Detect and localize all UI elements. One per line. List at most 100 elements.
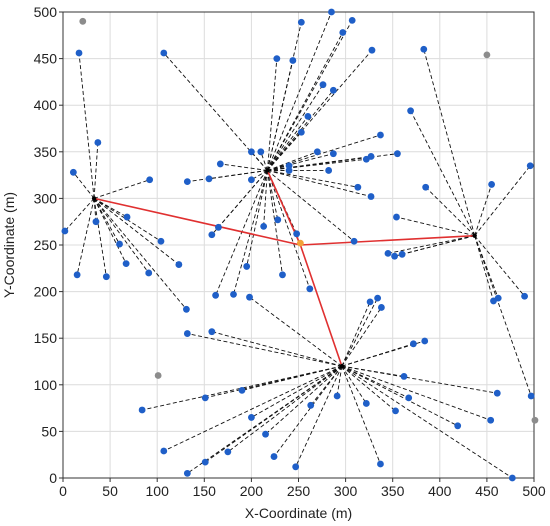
x-tick-label: 150 [193, 483, 217, 499]
sensor-node [351, 238, 358, 245]
member-link [342, 298, 378, 366]
sensor-node [61, 228, 68, 235]
backbone-link [300, 236, 474, 245]
sensor-node [274, 216, 281, 223]
sensor-node [330, 150, 337, 157]
sensor-node [422, 184, 429, 191]
member-link [251, 366, 341, 417]
sensor-node [184, 178, 191, 185]
sensor-node [394, 150, 401, 157]
sensor-node [292, 463, 299, 470]
sensor-node [367, 298, 374, 305]
member-link [220, 164, 267, 171]
member-link [250, 297, 342, 366]
member-link [426, 187, 475, 235]
sensor-node [320, 81, 327, 88]
y-tick-label: 300 [34, 190, 58, 206]
sensor-node [260, 223, 267, 230]
sensor-node [257, 148, 264, 155]
y-tick-label: 450 [34, 51, 58, 67]
backbone-link [300, 245, 341, 366]
sensor-node [230, 291, 237, 298]
sensor-node [224, 449, 231, 456]
member-link [267, 170, 357, 187]
sensor-node [349, 17, 356, 24]
sensor-node [385, 250, 392, 257]
member-link [234, 170, 268, 294]
sensor-node [202, 459, 209, 466]
sensor-node [509, 475, 516, 482]
sensor-node [401, 373, 408, 380]
sensor-node [70, 169, 77, 176]
sensor-node [208, 328, 215, 335]
sensor-node [378, 304, 385, 311]
member-link [342, 366, 497, 393]
x-tick-label: 50 [102, 483, 118, 499]
sensor-node [421, 338, 428, 345]
sensor-node [420, 46, 427, 53]
sensor-node [298, 19, 305, 26]
cluster-head [472, 233, 476, 237]
sensor-node [215, 224, 222, 231]
sensor-node [306, 285, 313, 292]
sensor-node [208, 231, 215, 238]
member-link [242, 366, 342, 390]
member-link [475, 184, 492, 235]
sensor-node [246, 294, 253, 301]
y-axis-label: Y-Coordinate (m) [1, 192, 17, 298]
sensor-node [94, 139, 101, 146]
sensor-node [487, 417, 494, 424]
member-link [411, 111, 475, 236]
sensor-node [145, 270, 152, 277]
sensor-node [407, 107, 414, 114]
y-tick-label: 250 [34, 237, 58, 253]
y-tick-label: 400 [34, 97, 58, 113]
sensor-node [183, 306, 190, 313]
sensor-node [368, 193, 375, 200]
member-link [216, 170, 268, 295]
sensor-node [206, 175, 213, 182]
member-link [187, 170, 267, 181]
sensor-node [528, 393, 535, 400]
sensor-node [354, 184, 361, 191]
sensor-node [93, 218, 100, 225]
y-tick-label: 200 [34, 284, 58, 300]
x-tick-label: 500 [522, 483, 546, 499]
member-link [77, 198, 94, 274]
member-link [228, 366, 342, 452]
sensor-node [399, 251, 406, 258]
sensor-node [298, 129, 305, 136]
sensor-node [328, 9, 335, 16]
sensor-node [377, 132, 384, 139]
sensor-node [369, 47, 376, 54]
inactive-node [79, 18, 86, 25]
x-tick-label: 400 [428, 483, 452, 499]
sensor-node [334, 393, 341, 400]
x-tick-label: 450 [475, 483, 499, 499]
sink-node [297, 240, 304, 247]
inactive-node [484, 51, 491, 58]
sensor-node [248, 148, 255, 155]
sensor-node [314, 148, 321, 155]
member-link [267, 170, 354, 241]
member-link [266, 366, 342, 434]
x-tick-label: 100 [146, 483, 170, 499]
member-link [205, 366, 342, 462]
member-link [396, 217, 474, 236]
sensor-node [239, 387, 246, 394]
member-link [94, 180, 150, 199]
member-link [212, 332, 342, 366]
member-link [337, 366, 342, 396]
y-tick-label: 100 [34, 377, 58, 393]
sensor-node [392, 407, 399, 414]
sensor-node [248, 176, 255, 183]
sensor-node [368, 153, 375, 160]
member-link [94, 142, 98, 198]
sensor-node [273, 55, 280, 62]
member-link [424, 49, 475, 235]
member-link [267, 12, 331, 170]
sensor-node [123, 260, 130, 267]
member-link [342, 344, 414, 366]
sensor-node [243, 263, 250, 270]
